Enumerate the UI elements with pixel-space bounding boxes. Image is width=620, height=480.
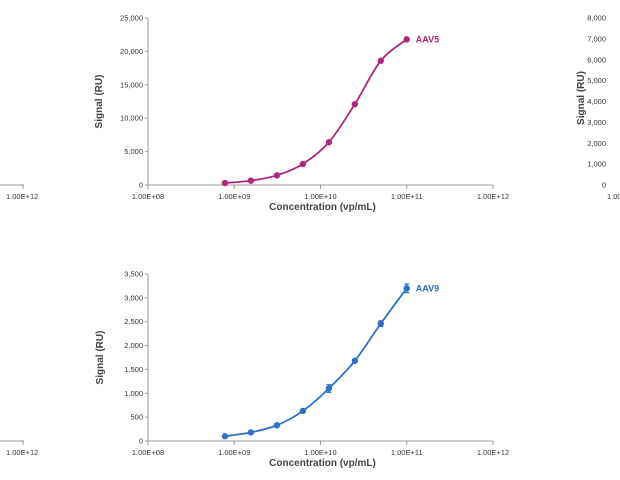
x-tick-label: 1.00E+10 — [304, 448, 336, 457]
right-fragment-yticks: 8,000 7,000 6,000 5,000 4,000 3,000 2,000 1,000… — [587, 14, 606, 190]
data-point — [221, 433, 229, 440]
right-fragment-ytick-label: 1,000 — [587, 160, 606, 169]
data-point — [403, 36, 410, 43]
y-axis-title: Signal (RU) — [95, 331, 106, 385]
x-tick-label: 1.00E+11 — [391, 192, 423, 201]
y-tick-label: 1,000 — [124, 389, 143, 398]
y-tick-label: 5,000 — [124, 147, 143, 156]
x-tick-label: 1.00E+09 — [218, 192, 250, 201]
series-label: AAV5 — [416, 34, 439, 44]
data-point — [247, 429, 255, 436]
x-axis-title: Concentration (vp/mL) — [269, 458, 376, 469]
data-point — [273, 422, 281, 429]
right-fragment-ytick-label: 3,000 — [587, 118, 606, 127]
data-point — [403, 285, 410, 292]
right-fragment-ytick-label: 7,000 — [587, 34, 606, 43]
x-tick-label: 1.00E+08 — [132, 192, 164, 201]
y-tick-label: 2,500 — [124, 317, 143, 326]
data-point — [325, 139, 333, 146]
left-fragment-top: 1.00E+12 — [0, 184, 38, 201]
data-point — [221, 179, 229, 187]
right-fragment-ytick-label: 8,000 — [587, 14, 606, 23]
left-fragment-bottom: 1.00E+12 — [0, 440, 38, 457]
y-axis-title: Signal (RU) — [94, 75, 105, 129]
right-fragment-ytick-label: 2,000 — [587, 139, 606, 148]
series-line-aav9 — [224, 287, 408, 438]
y-tick-label: 25,000 — [120, 14, 143, 23]
y-tick-label: 3,000 — [124, 293, 143, 302]
series-label: AAV9 — [416, 283, 439, 293]
data-point — [299, 160, 307, 168]
right-fragment: Signal (RU) 8,000 7,000 6,000 5,000 4,000 3,0… — [576, 14, 620, 202]
y-tick-label: 3,500 — [124, 270, 143, 279]
data-point — [325, 385, 333, 392]
data-point — [351, 100, 359, 108]
y-tick-label: 10,000 — [120, 114, 143, 123]
right-fragment-xtick: 1.00E+08 — [607, 192, 620, 201]
y-tick-label: 500 — [130, 413, 143, 422]
left-top-tick-label: 1.00E+12 — [6, 192, 38, 201]
y-tick-label: 15,000 — [120, 80, 143, 89]
data-point — [247, 177, 255, 184]
y-tick-label: 0 — [139, 181, 143, 190]
x-tick-label: 1.00E+08 — [132, 448, 164, 457]
data-point — [351, 357, 359, 365]
right-fragment-ytick-label: 0 — [602, 181, 606, 190]
y-tick-label: 1,500 — [124, 365, 143, 374]
x-tick-label: 1.00E+09 — [218, 448, 250, 457]
y-tick-label: 2,000 — [124, 341, 143, 350]
data-point — [377, 57, 384, 64]
right-fragment-ytick-label: 4,000 — [587, 97, 606, 106]
x-tick-label: 1.00E+12 — [477, 448, 509, 457]
y-tick-label: 0 — [139, 437, 143, 446]
chart-aav9: 0 500 1,000 1,500 2,000 2,500 3,000 3,500 1.00E+… — [95, 270, 509, 470]
chart-aav5: 0 5,000 10,000 15,000 20,000 25,000 1.00E+08 1.… — [94, 14, 509, 214]
right-fragment-ylabel: Signal (RU) — [576, 71, 587, 125]
x-axis-title: Concentration (vp/mL) — [269, 202, 376, 213]
left-bottom-tick-label: 1.00E+12 — [6, 448, 38, 457]
right-fragment-ytick-label: 6,000 — [587, 55, 606, 64]
x-tick-label: 1.00E+12 — [477, 192, 509, 201]
x-tick-label: 1.00E+11 — [391, 448, 423, 457]
data-point — [299, 407, 307, 415]
data-point — [377, 320, 384, 327]
y-tick-label: 20,000 — [120, 47, 143, 56]
right-fragment-ytick-label: 5,000 — [587, 76, 606, 85]
data-point — [273, 172, 281, 179]
x-tick-label: 1.00E+10 — [304, 192, 336, 201]
